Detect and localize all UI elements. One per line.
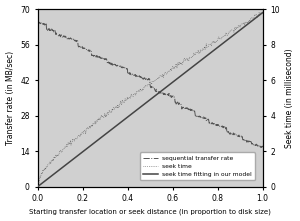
seek time fitting in our model [242,26,245,29]
Line: seek time: seek time [38,13,262,184]
sequential transfer rate [261,146,264,149]
sequential transfer rate [205,118,209,121]
sequential transfer rate [36,19,39,22]
seek time fitting in our model [250,20,253,23]
seek time [36,183,40,185]
seek time [109,111,113,114]
Line: sequential transfer rate: sequential transfer rate [38,21,262,148]
seek time fitting in our model [261,11,264,14]
sequential transfer rate [76,39,79,42]
seek time [257,11,261,14]
seek time fitting in our model [36,185,39,188]
seek time [198,52,202,55]
X-axis label: Starting transfer location or seek distance (in proportion to disk size): Starting transfer location or seek dista… [29,209,271,215]
seek time [63,146,67,149]
seek time [177,63,181,65]
seek time fitting in our model [96,139,99,142]
Y-axis label: Transfer rate (in MB/sec): Transfer rate (in MB/sec) [6,51,15,145]
Line: seek time fitting in our model: seek time fitting in our model [38,13,262,187]
seek time [261,12,264,15]
sequential transfer rate [94,54,97,57]
sequential transfer rate [168,96,172,98]
sequential transfer rate [138,74,141,77]
seek time fitting in our model [78,153,81,156]
Legend: sequential transfer rate, seek time, seek time fitting in our model: sequential transfer rate, seek time, see… [140,152,255,180]
seek time fitting in our model [49,175,53,178]
seek time [200,50,203,52]
Y-axis label: Seek time (in millisecond): Seek time (in millisecond) [285,48,294,148]
sequential transfer rate [186,108,190,110]
seek time fitting in our model [45,178,48,181]
seek time [125,99,129,101]
